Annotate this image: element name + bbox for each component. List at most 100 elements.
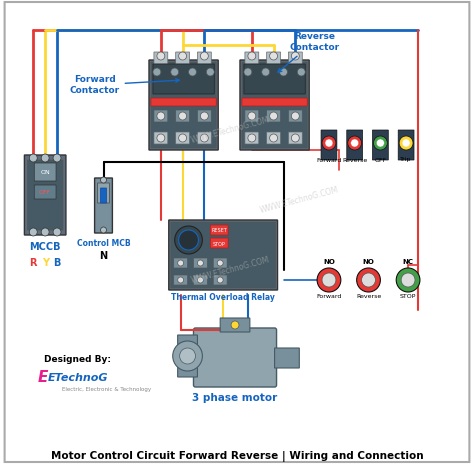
- Circle shape: [180, 348, 195, 364]
- FancyBboxPatch shape: [95, 178, 112, 233]
- Circle shape: [396, 268, 420, 292]
- FancyBboxPatch shape: [154, 52, 168, 64]
- FancyBboxPatch shape: [154, 132, 168, 144]
- Circle shape: [179, 230, 199, 250]
- Circle shape: [53, 228, 61, 236]
- Circle shape: [100, 227, 107, 233]
- Text: OFF: OFF: [374, 158, 386, 162]
- Circle shape: [53, 154, 61, 162]
- FancyBboxPatch shape: [173, 275, 188, 285]
- Circle shape: [244, 68, 252, 76]
- FancyBboxPatch shape: [245, 52, 259, 64]
- FancyBboxPatch shape: [176, 110, 190, 122]
- Text: OFF: OFF: [39, 190, 51, 196]
- Circle shape: [217, 277, 223, 283]
- Circle shape: [29, 228, 37, 236]
- Text: STOP: STOP: [400, 293, 416, 299]
- Circle shape: [179, 52, 187, 60]
- Circle shape: [41, 228, 49, 236]
- Text: Reverse: Reverse: [356, 293, 381, 299]
- FancyBboxPatch shape: [213, 275, 227, 285]
- Circle shape: [178, 260, 183, 266]
- Circle shape: [153, 68, 161, 76]
- Circle shape: [201, 112, 208, 120]
- FancyBboxPatch shape: [176, 132, 190, 144]
- Circle shape: [179, 112, 187, 120]
- FancyBboxPatch shape: [274, 348, 299, 368]
- FancyBboxPatch shape: [288, 52, 302, 64]
- FancyBboxPatch shape: [34, 185, 56, 199]
- FancyBboxPatch shape: [267, 52, 281, 64]
- Text: R: R: [29, 258, 37, 268]
- Circle shape: [198, 277, 203, 283]
- Circle shape: [179, 134, 187, 142]
- Circle shape: [198, 260, 203, 266]
- Circle shape: [248, 112, 256, 120]
- FancyBboxPatch shape: [288, 110, 302, 122]
- Circle shape: [157, 112, 165, 120]
- FancyBboxPatch shape: [244, 64, 305, 94]
- Circle shape: [376, 139, 384, 147]
- Text: Thermal Overload Relay: Thermal Overload Relay: [171, 293, 275, 302]
- Circle shape: [248, 134, 256, 142]
- FancyBboxPatch shape: [178, 335, 198, 377]
- Circle shape: [292, 112, 299, 120]
- Text: Forward: Forward: [316, 293, 342, 299]
- Text: N: N: [100, 251, 108, 261]
- FancyBboxPatch shape: [193, 258, 207, 268]
- Text: NO: NO: [363, 259, 374, 265]
- Circle shape: [157, 52, 165, 60]
- Circle shape: [402, 139, 410, 147]
- FancyBboxPatch shape: [220, 318, 250, 332]
- FancyBboxPatch shape: [149, 60, 218, 150]
- FancyBboxPatch shape: [193, 275, 207, 285]
- FancyBboxPatch shape: [173, 258, 188, 268]
- Text: ON: ON: [40, 170, 50, 176]
- Text: B: B: [54, 258, 61, 268]
- FancyBboxPatch shape: [347, 130, 363, 160]
- Text: Control MCB: Control MCB: [77, 239, 130, 248]
- Text: Y: Y: [42, 258, 49, 268]
- Text: NC: NC: [402, 259, 414, 265]
- Circle shape: [100, 177, 107, 183]
- Text: WWW.ETechnoG.COM: WWW.ETechnoG.COM: [259, 185, 340, 215]
- Circle shape: [325, 139, 333, 147]
- FancyBboxPatch shape: [267, 132, 281, 144]
- Text: Reverse: Reverse: [342, 158, 367, 162]
- Text: Motor Control Circuit Forward Reverse | Wiring and Connection: Motor Control Circuit Forward Reverse | …: [51, 451, 423, 461]
- Circle shape: [374, 136, 387, 150]
- Circle shape: [217, 260, 223, 266]
- FancyBboxPatch shape: [398, 130, 414, 160]
- Circle shape: [206, 68, 214, 76]
- FancyBboxPatch shape: [24, 155, 66, 235]
- FancyBboxPatch shape: [288, 132, 302, 144]
- Text: Forward
Contactor: Forward Contactor: [70, 75, 179, 95]
- FancyBboxPatch shape: [34, 163, 56, 181]
- Circle shape: [356, 268, 381, 292]
- FancyBboxPatch shape: [5, 2, 469, 462]
- Text: MCCB: MCCB: [29, 242, 61, 252]
- Text: Electric, Electronic & Technology: Electric, Electronic & Technology: [62, 388, 151, 393]
- Text: E: E: [37, 371, 47, 386]
- Circle shape: [201, 52, 208, 60]
- FancyBboxPatch shape: [100, 188, 107, 203]
- FancyBboxPatch shape: [98, 183, 109, 203]
- Text: NO: NO: [323, 259, 335, 265]
- Text: ETechnoG: ETechnoG: [48, 373, 109, 383]
- Circle shape: [322, 136, 336, 150]
- FancyBboxPatch shape: [267, 110, 281, 122]
- Circle shape: [292, 134, 299, 142]
- Text: Reverse
Contactor: Reverse Contactor: [278, 32, 339, 72]
- FancyBboxPatch shape: [245, 132, 259, 144]
- Circle shape: [262, 68, 270, 76]
- Circle shape: [248, 52, 256, 60]
- FancyBboxPatch shape: [242, 62, 307, 148]
- FancyBboxPatch shape: [198, 110, 211, 122]
- FancyBboxPatch shape: [176, 52, 190, 64]
- Circle shape: [317, 268, 341, 292]
- Circle shape: [270, 134, 278, 142]
- Text: STOP: STOP: [213, 241, 226, 247]
- FancyBboxPatch shape: [198, 52, 211, 64]
- Circle shape: [399, 136, 413, 150]
- Text: Trip: Trip: [401, 158, 412, 162]
